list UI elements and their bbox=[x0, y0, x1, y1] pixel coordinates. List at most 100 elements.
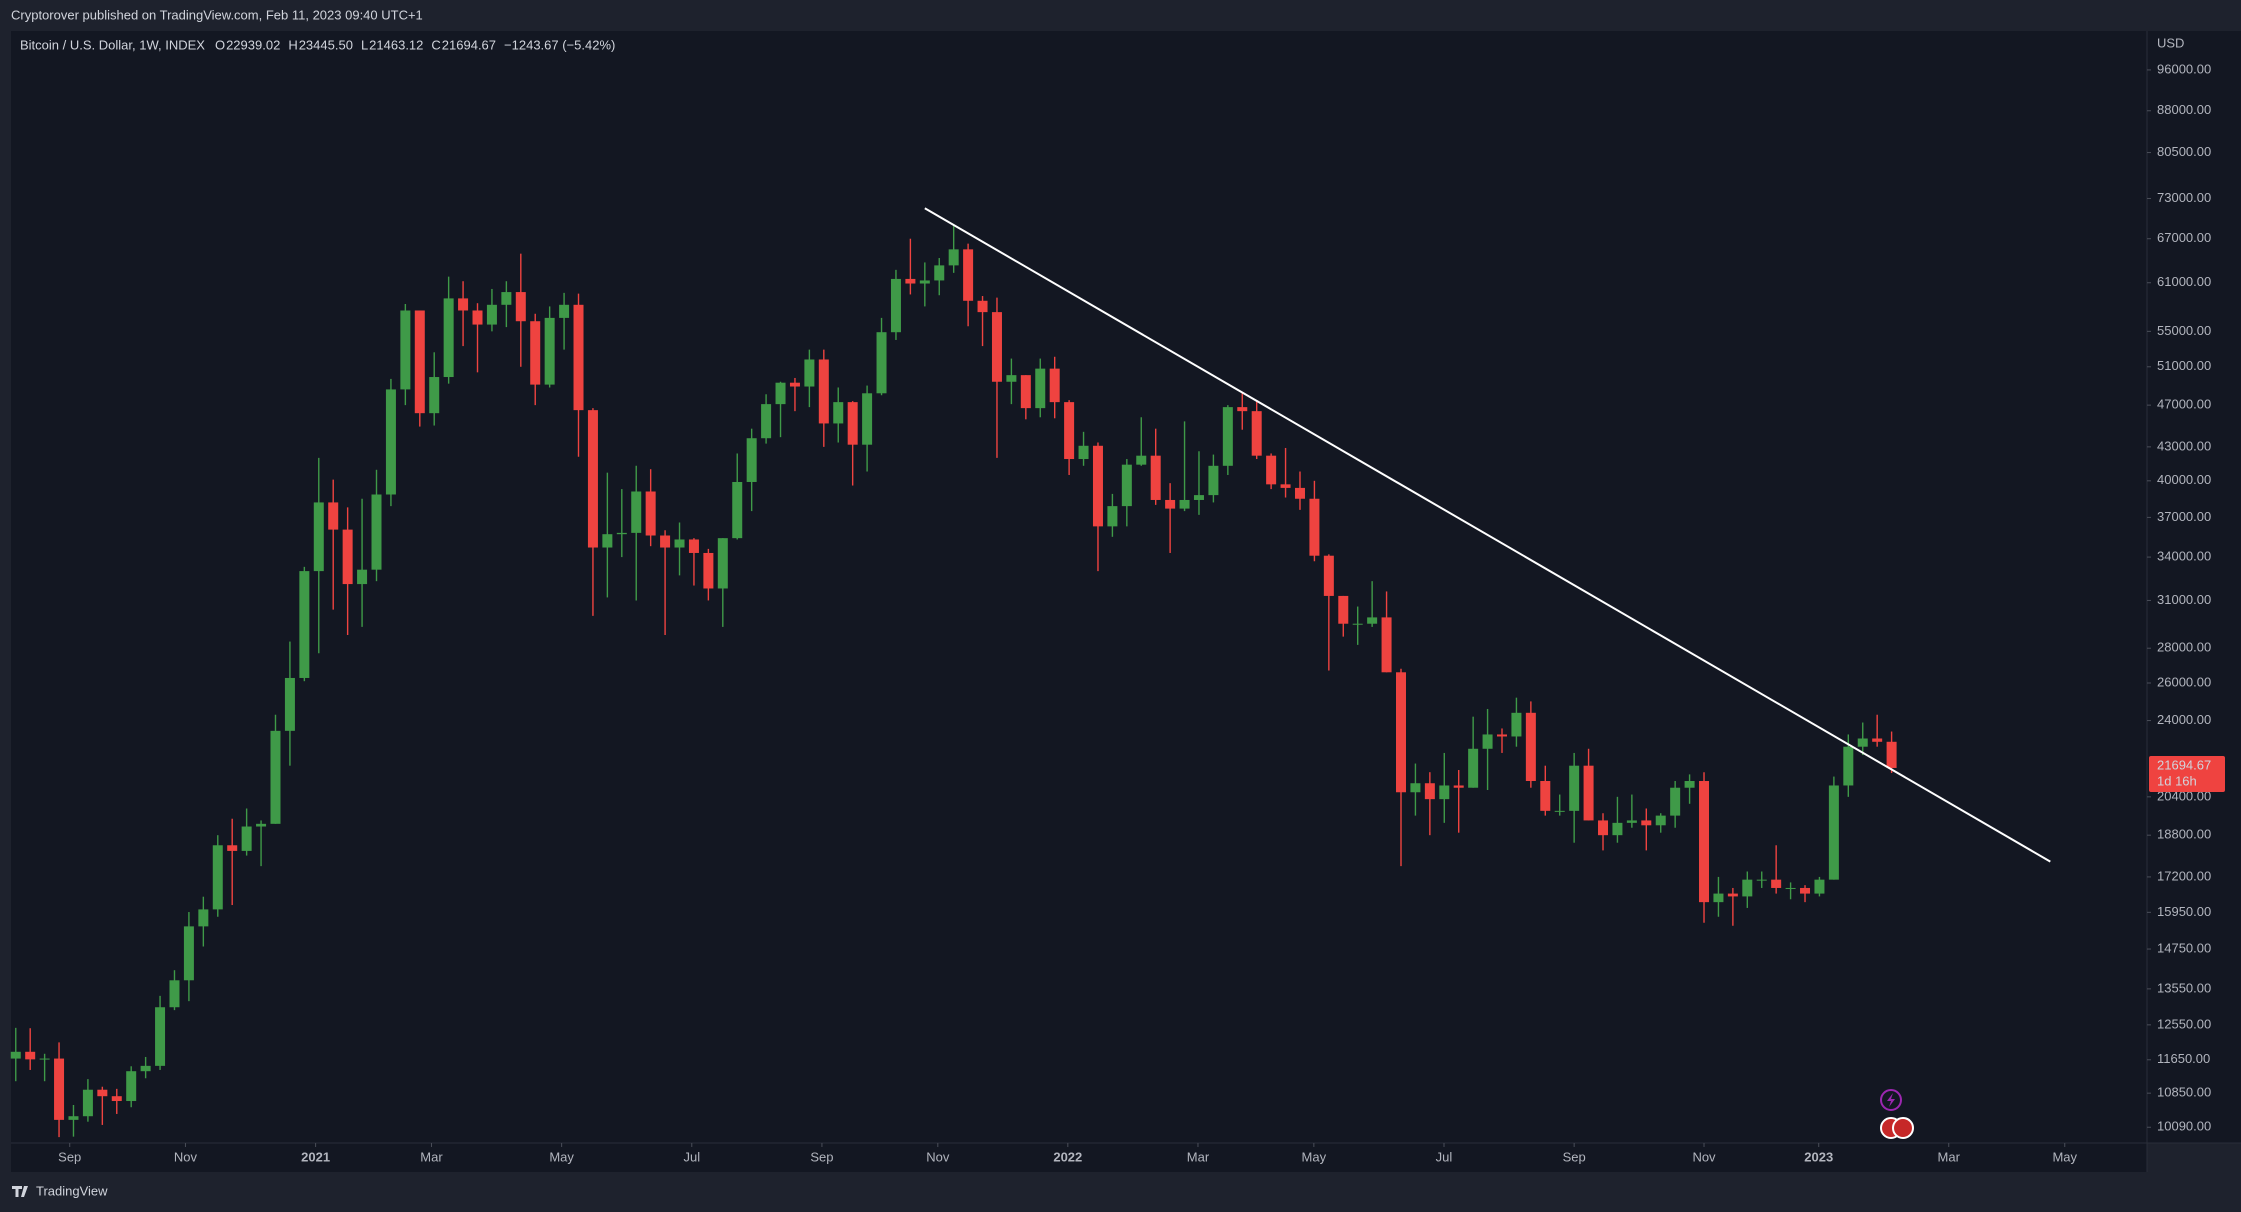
candle-body bbox=[443, 298, 454, 378]
candle-body bbox=[789, 382, 800, 387]
candle-body bbox=[501, 292, 512, 305]
candle-body bbox=[573, 304, 584, 411]
candle-body bbox=[1193, 495, 1204, 500]
x-tick-label: Nov bbox=[174, 1149, 198, 1164]
candle-body bbox=[890, 278, 901, 333]
candle-body bbox=[559, 304, 570, 318]
candle-body bbox=[761, 404, 772, 439]
candle-body bbox=[54, 1058, 65, 1120]
candle-body bbox=[1136, 455, 1147, 465]
y-tick-label: 13550.00 bbox=[2157, 980, 2211, 995]
y-tick-label: 67000.00 bbox=[2157, 230, 2211, 245]
y-tick-label: 10090.00 bbox=[2157, 1119, 2211, 1134]
y-tick-label: 28000.00 bbox=[2157, 640, 2211, 655]
legend-symbol: Bitcoin / U.S. Dollar, 1W, INDEX bbox=[20, 37, 205, 52]
candle-body bbox=[1381, 617, 1392, 673]
candle-body bbox=[1453, 785, 1464, 788]
candle-body bbox=[1107, 506, 1118, 527]
legend-key: C bbox=[431, 37, 440, 52]
x-tick-label: Nov bbox=[926, 1149, 950, 1164]
candle-body bbox=[862, 393, 873, 445]
price-axis bbox=[2147, 31, 2241, 1143]
legend-value: 21463.12 bbox=[369, 37, 423, 52]
x-tick-label: Mar bbox=[1938, 1149, 1961, 1164]
candle-body bbox=[241, 826, 252, 851]
x-tick-label: May bbox=[1302, 1149, 1327, 1164]
candle-body bbox=[472, 310, 483, 325]
candle-body bbox=[155, 1007, 166, 1066]
candle-body bbox=[198, 909, 209, 927]
y-tick-label: 43000.00 bbox=[2157, 438, 2211, 453]
candle-body bbox=[688, 539, 699, 553]
candle-body bbox=[270, 730, 281, 824]
price-unit: USD bbox=[2157, 35, 2184, 50]
time-axis bbox=[11, 1143, 2147, 1172]
candle-body bbox=[919, 280, 930, 284]
candle-body bbox=[934, 265, 945, 281]
x-tick-label: 2021 bbox=[301, 1149, 330, 1164]
candle-body bbox=[746, 438, 757, 482]
y-tick-label: 15950.00 bbox=[2157, 904, 2211, 919]
y-tick-label: 34000.00 bbox=[2157, 549, 2211, 564]
candle-body bbox=[833, 402, 844, 424]
candle-body bbox=[1828, 785, 1839, 880]
y-tick-label: 20400.00 bbox=[2157, 788, 2211, 803]
y-tick-label: 31000.00 bbox=[2157, 592, 2211, 607]
candle-body bbox=[371, 494, 382, 570]
logo-icon bbox=[12, 1186, 28, 1197]
candle-body bbox=[1049, 368, 1060, 403]
candle-body bbox=[703, 552, 714, 589]
candle-body bbox=[1092, 445, 1103, 527]
candle-body bbox=[660, 535, 671, 548]
x-tick-label: 2022 bbox=[1053, 1149, 1082, 1164]
candle-body bbox=[963, 249, 974, 301]
y-tick-label: 61000.00 bbox=[2157, 274, 2211, 289]
candle-body bbox=[1294, 487, 1305, 499]
candle-body bbox=[1569, 765, 1580, 811]
candle-body bbox=[1641, 820, 1652, 826]
candle-body bbox=[1078, 445, 1089, 460]
x-tick-label: Sep bbox=[810, 1149, 833, 1164]
candle-body bbox=[357, 569, 368, 585]
y-tick-label: 12550.00 bbox=[2157, 1016, 2211, 1031]
candle-body bbox=[1352, 623, 1363, 625]
candle-body bbox=[400, 310, 411, 390]
candle-body bbox=[126, 1071, 137, 1102]
candle-body bbox=[1684, 781, 1695, 788]
candle-body bbox=[284, 677, 295, 731]
x-tick-label: Sep bbox=[58, 1149, 81, 1164]
y-tick-label: 40000.00 bbox=[2157, 472, 2211, 487]
x-tick-label: May bbox=[549, 1149, 574, 1164]
candle-body bbox=[313, 502, 324, 572]
candle-body bbox=[256, 823, 267, 827]
candle-body bbox=[818, 359, 829, 424]
candle-body bbox=[1266, 455, 1277, 485]
y-tick-label: 80500.00 bbox=[2157, 144, 2211, 159]
legend-value: 22939.02 bbox=[226, 37, 280, 52]
y-tick-label: 47000.00 bbox=[2157, 397, 2211, 412]
candle-body bbox=[1626, 820, 1637, 823]
candle-body bbox=[1150, 455, 1161, 500]
candle-body bbox=[1165, 499, 1176, 509]
x-tick-label: Sep bbox=[1563, 1149, 1586, 1164]
candle-body bbox=[68, 1116, 79, 1120]
candle-body bbox=[1280, 484, 1291, 488]
y-tick-label: 96000.00 bbox=[2157, 61, 2211, 76]
candle-body bbox=[1323, 555, 1334, 596]
candle-body bbox=[212, 845, 223, 910]
candle-body bbox=[1771, 879, 1782, 888]
legend-key: O bbox=[215, 37, 225, 52]
candle-body bbox=[1655, 815, 1666, 826]
footer-logo: TradingView bbox=[12, 1183, 108, 1198]
candle-body bbox=[227, 845, 238, 851]
y-tick-label: 55000.00 bbox=[2157, 323, 2211, 338]
candle-body bbox=[1756, 879, 1767, 881]
candle-body bbox=[183, 926, 194, 981]
candle-body bbox=[328, 502, 339, 530]
candle-body bbox=[1857, 738, 1868, 747]
candle-body bbox=[1410, 783, 1421, 793]
candle-body bbox=[458, 298, 469, 311]
candle-body bbox=[587, 410, 598, 548]
candle-body bbox=[775, 382, 786, 405]
